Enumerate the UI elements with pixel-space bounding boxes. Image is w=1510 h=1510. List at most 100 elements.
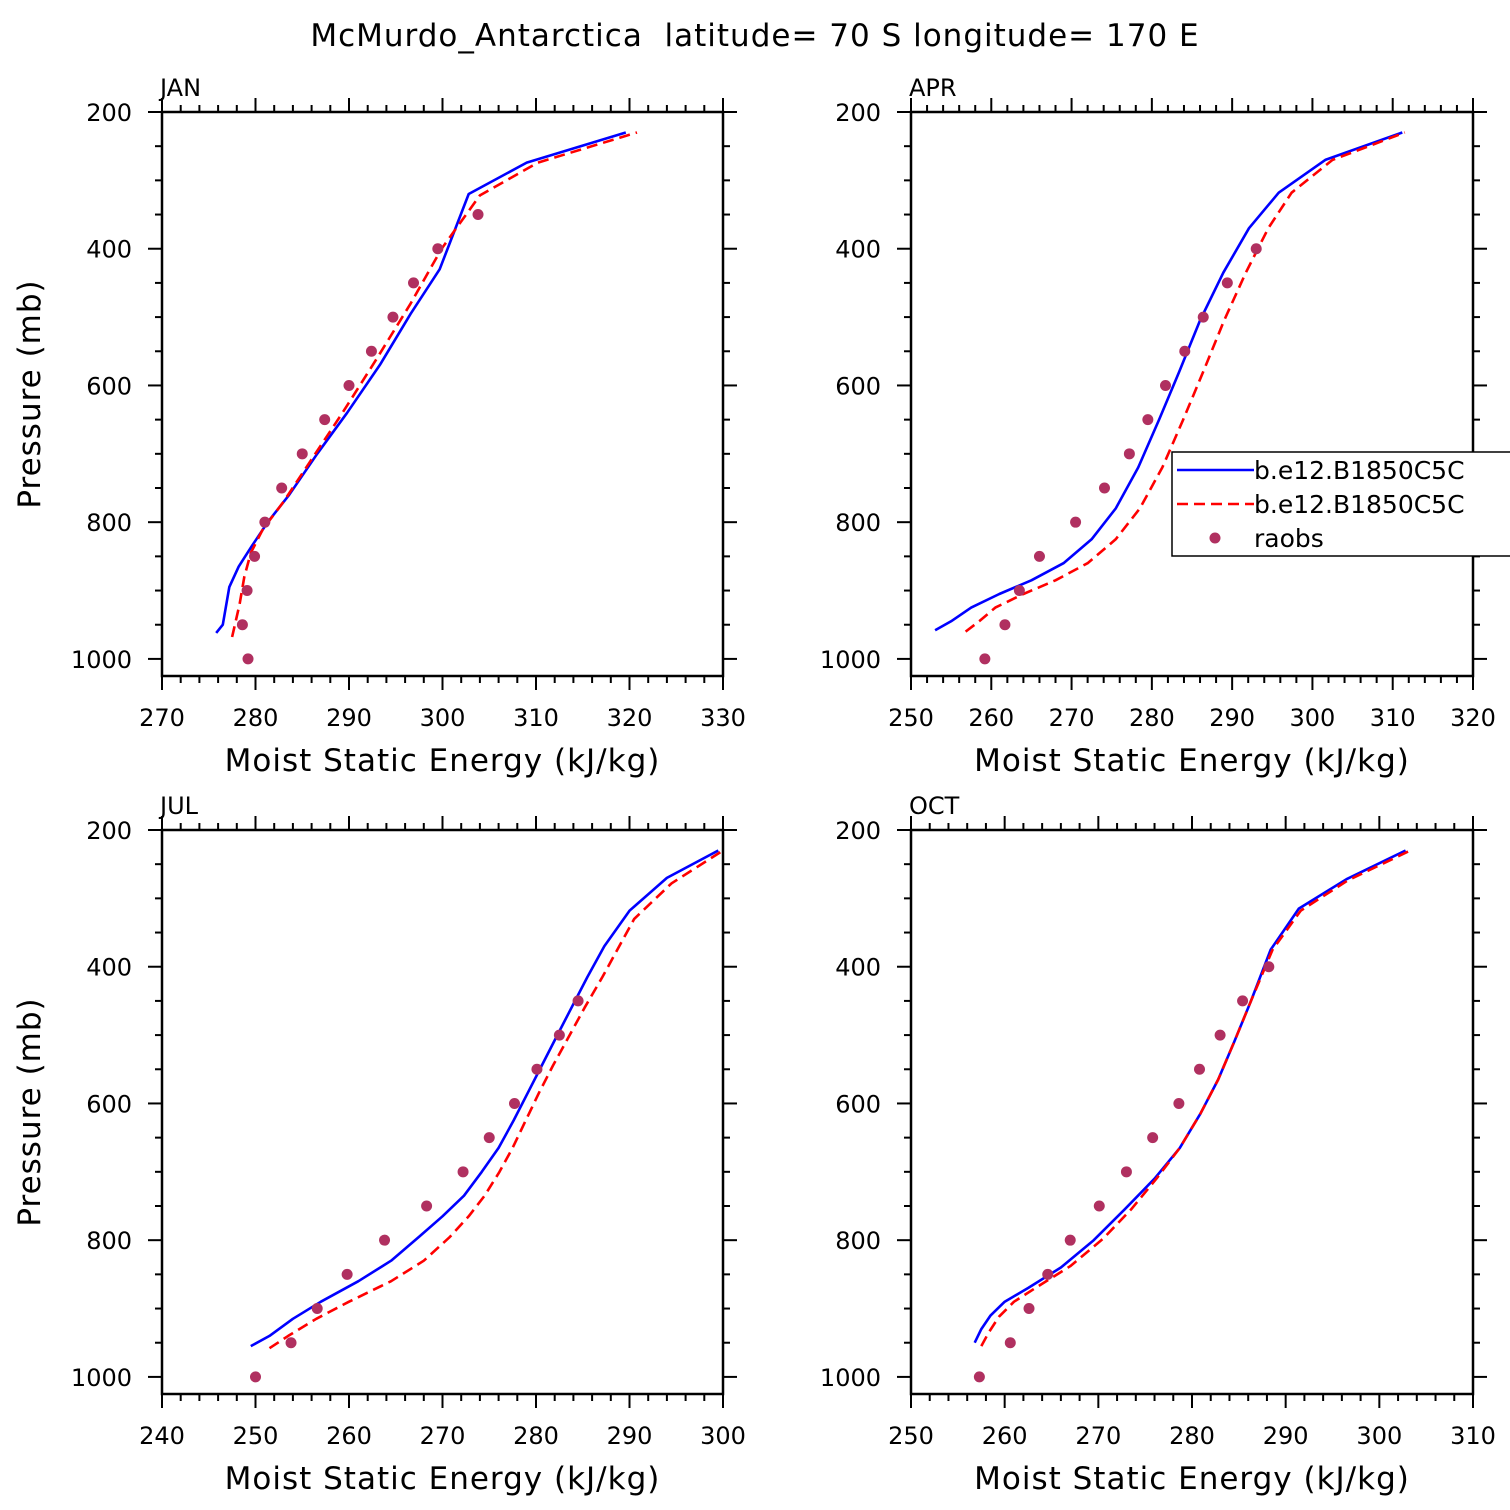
y-tick-label: 400 xyxy=(835,954,881,982)
raobs-point xyxy=(1033,550,1045,562)
x-tick-label: 290 xyxy=(1209,704,1255,732)
raobs-point xyxy=(285,1337,297,1349)
raobs-point xyxy=(276,482,288,494)
raobs-point xyxy=(421,1200,433,1212)
x-tick-label: 310 xyxy=(1450,1422,1496,1450)
panel-title: JUL xyxy=(158,792,199,820)
panel-title: JAN xyxy=(158,74,201,102)
raobs-point xyxy=(1173,1097,1185,1109)
raobs-point xyxy=(1070,516,1082,528)
x-tick-label: 300 xyxy=(700,1422,746,1450)
x-tick-label: 240 xyxy=(139,1422,185,1450)
raobs-point xyxy=(1250,243,1262,255)
x-tick-label: 320 xyxy=(607,704,653,732)
raobs-point xyxy=(999,619,1011,631)
raobs-point xyxy=(973,1371,985,1383)
x-tick-label: 270 xyxy=(420,1422,466,1450)
raobs-point xyxy=(365,345,377,357)
raobs-point xyxy=(259,516,271,528)
x-tick-label: 280 xyxy=(513,1422,559,1450)
series-line-dashed xyxy=(230,131,638,638)
y-tick-label: 800 xyxy=(835,509,881,537)
figure-title: McMurdo_Antarctica latitude= 70 S longit… xyxy=(310,18,1199,54)
y-tick-label: 800 xyxy=(86,1227,132,1255)
x-tick-label: 270 xyxy=(139,704,185,732)
x-tick-label: 320 xyxy=(1450,704,1496,732)
x-tick-label: 280 xyxy=(1129,704,1175,732)
raobs-point xyxy=(341,1268,353,1280)
x-tick-label: 310 xyxy=(1370,704,1416,732)
y-axis-title: Pressure (mb) xyxy=(12,279,48,508)
raobs-point xyxy=(1142,414,1154,426)
raobs-point xyxy=(1214,1029,1226,1041)
raobs-point xyxy=(311,1303,323,1315)
raobs-point xyxy=(1193,1063,1205,1075)
panel-jan: JAN 270 280 290 300 310 320 330 200 400 600 800 1000… xyxy=(12,74,746,779)
y-tick-label: 1000 xyxy=(820,1364,881,1392)
x-tick-label: 270 xyxy=(1075,1422,1121,1450)
raobs-point xyxy=(432,243,444,255)
legend-label: raobs xyxy=(1254,524,1324,553)
x-tick-label: 250 xyxy=(888,704,934,732)
series-line-dashed xyxy=(964,131,1406,633)
series-line-dashed xyxy=(268,849,723,1350)
x-tick-label: 300 xyxy=(1356,1422,1402,1450)
y-tick-label: 200 xyxy=(835,99,881,127)
y-tick-label: 1000 xyxy=(820,646,881,674)
raobs-point xyxy=(1221,277,1233,289)
y-tick-label: 400 xyxy=(86,236,132,264)
y-axis-title: Pressure (mb) xyxy=(12,997,48,1226)
panel-title: APR xyxy=(909,74,957,102)
series-line-solid xyxy=(250,849,719,1348)
x-axis-title: Moist Static Energy (kJ/kg) xyxy=(974,743,1410,779)
x-tick-label: 310 xyxy=(513,704,559,732)
raobs-point xyxy=(483,1132,495,1144)
series-line-dashed xyxy=(980,849,1411,1347)
series-line-solid xyxy=(215,131,627,634)
raobs-point xyxy=(408,277,420,289)
raobs-point xyxy=(319,414,331,426)
raobs-point xyxy=(457,1166,469,1178)
raobs-point xyxy=(553,1029,565,1041)
y-tick-label: 600 xyxy=(86,372,132,400)
y-tick-label: 800 xyxy=(835,1227,881,1255)
y-tick-label: 800 xyxy=(86,509,132,537)
raobs-point xyxy=(379,1234,391,1246)
data-layer xyxy=(215,131,638,638)
y-tick-label: 400 xyxy=(835,236,881,264)
x-tick-label: 260 xyxy=(968,704,1014,732)
y-tick-label: 1000 xyxy=(71,1364,132,1392)
raobs-point xyxy=(1160,379,1172,391)
raobs-point xyxy=(296,448,308,460)
panel-jul: JUL 240 250 260 270 280 290 300 200 400 600 800 1000… xyxy=(12,792,746,1497)
data-layer xyxy=(973,849,1411,1347)
x-axis-title: Moist Static Energy (kJ/kg) xyxy=(225,743,661,779)
x-tick-label: 290 xyxy=(326,704,372,732)
x-tick-label: 270 xyxy=(1049,704,1095,732)
y-tick-label: 600 xyxy=(835,372,881,400)
plot-frame xyxy=(909,110,1475,678)
raobs-point xyxy=(250,1371,261,1383)
x-tick-label: 290 xyxy=(607,1422,653,1450)
legend: b.e12.B1850C5C b.e12.B1850C5C raobs xyxy=(1171,451,1510,557)
y-tick-label: 400 xyxy=(86,954,132,982)
y-tick-label: 200 xyxy=(86,817,132,845)
raobs-point xyxy=(387,311,399,323)
panel-oct: OCT 250 260 270 280 290 300 310 200 400 600 800 1000… xyxy=(820,792,1496,1497)
y-tick-label: 200 xyxy=(86,99,132,127)
x-axis-title: Moist Static Energy (kJ/kg) xyxy=(974,1461,1410,1497)
raobs-point xyxy=(1013,585,1025,597)
series-line-solid xyxy=(934,131,1403,632)
x-tick-label: 300 xyxy=(420,704,466,732)
raobs-point xyxy=(572,995,584,1007)
legend-label: b.e12.B1850C5C xyxy=(1254,456,1465,485)
raobs-point xyxy=(1004,1337,1016,1349)
raobs-point xyxy=(531,1063,543,1075)
x-tick-label: 280 xyxy=(233,704,279,732)
raobs-point xyxy=(249,550,261,562)
raobs-point xyxy=(1237,995,1249,1007)
raobs-point xyxy=(236,619,248,631)
legend-marker-icon xyxy=(1209,532,1221,544)
x-tick-label: 260 xyxy=(982,1422,1028,1450)
raobs-point xyxy=(242,653,254,665)
